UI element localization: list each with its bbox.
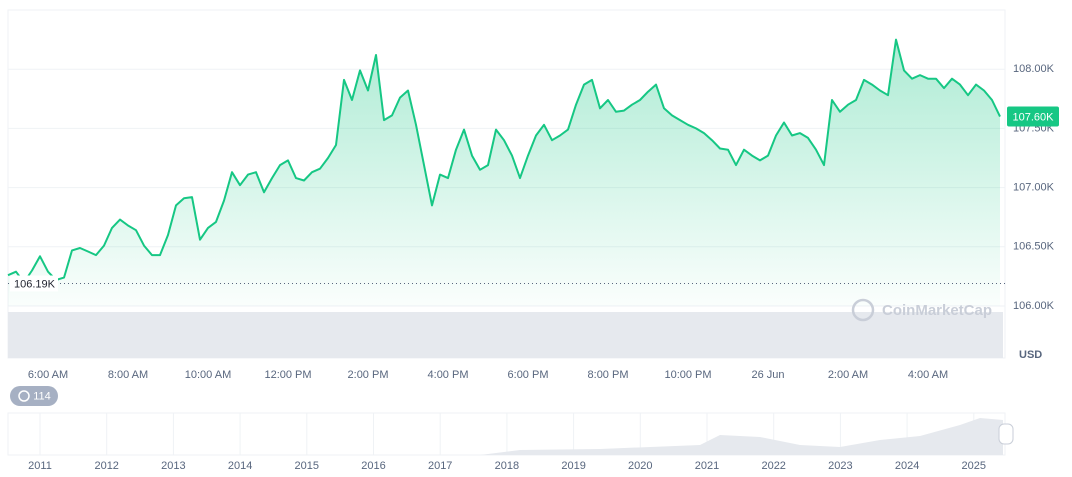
x-tick-label: 10:00 AM	[185, 369, 231, 381]
navigator-year: 2013	[161, 460, 185, 472]
y-tick-label: 106.00K	[1013, 300, 1055, 312]
navigator-year: 2016	[361, 460, 385, 472]
navigator-handle[interactable]	[998, 423, 1014, 445]
navigator-year: 2014	[228, 460, 252, 472]
navigator-year: 2018	[495, 460, 519, 472]
current-price-box	[1007, 106, 1059, 127]
y-tick-label: 108.00K	[1013, 63, 1055, 75]
navigator-year: 2024	[895, 460, 919, 472]
watermark-text: CoinMarketCap	[882, 302, 992, 319]
x-tick-label: 10:00 PM	[664, 369, 711, 381]
x-tick-label: 2:00 AM	[828, 369, 868, 381]
watermark: CoinMarketCap	[851, 298, 992, 322]
x-tick-label: 6:00 PM	[508, 369, 549, 381]
navigator-year: 2017	[428, 460, 452, 472]
navigator-area	[8, 418, 1003, 455]
x-tick-label: 4:00 AM	[908, 369, 948, 381]
x-tick-label: 12:00 PM	[264, 369, 311, 381]
area-fill	[8, 39, 1000, 306]
x-tick-label: 2:00 PM	[348, 369, 389, 381]
badge-count: 114	[33, 390, 51, 402]
volume-bars	[8, 312, 1003, 358]
navigator-year: 2022	[761, 460, 785, 472]
navigator-year: 2011	[28, 460, 52, 472]
current-price-label: 107.60K	[1013, 111, 1055, 123]
navigator-year: 2019	[561, 460, 585, 472]
navigator-year: 2012	[94, 460, 118, 472]
y-unit: USD	[1019, 349, 1042, 361]
reference-label-bg	[10, 275, 58, 292]
price-line	[7, 38, 1001, 284]
x-tick-label: 26 Jun	[751, 369, 784, 381]
navigator-year: 2023	[828, 460, 852, 472]
navigator-year: 2025	[962, 460, 986, 472]
x-tick-label: 4:00 PM	[428, 369, 469, 381]
x-tick-label: 6:00 AM	[28, 369, 68, 381]
x-tick-label: 8:00 AM	[108, 369, 148, 381]
navigator-year: 2021	[695, 460, 719, 472]
badge-icon	[18, 390, 30, 402]
y-tick-label: 107.00K	[1013, 182, 1055, 194]
watermark-logo	[851, 298, 875, 322]
y-tick-label: 106.50K	[1013, 241, 1055, 253]
x-tick-label: 8:00 PM	[588, 369, 629, 381]
navigator-year: 2015	[295, 460, 319, 472]
navigator-year: 2020	[628, 460, 652, 472]
reference-label: 106.19K	[14, 278, 56, 290]
